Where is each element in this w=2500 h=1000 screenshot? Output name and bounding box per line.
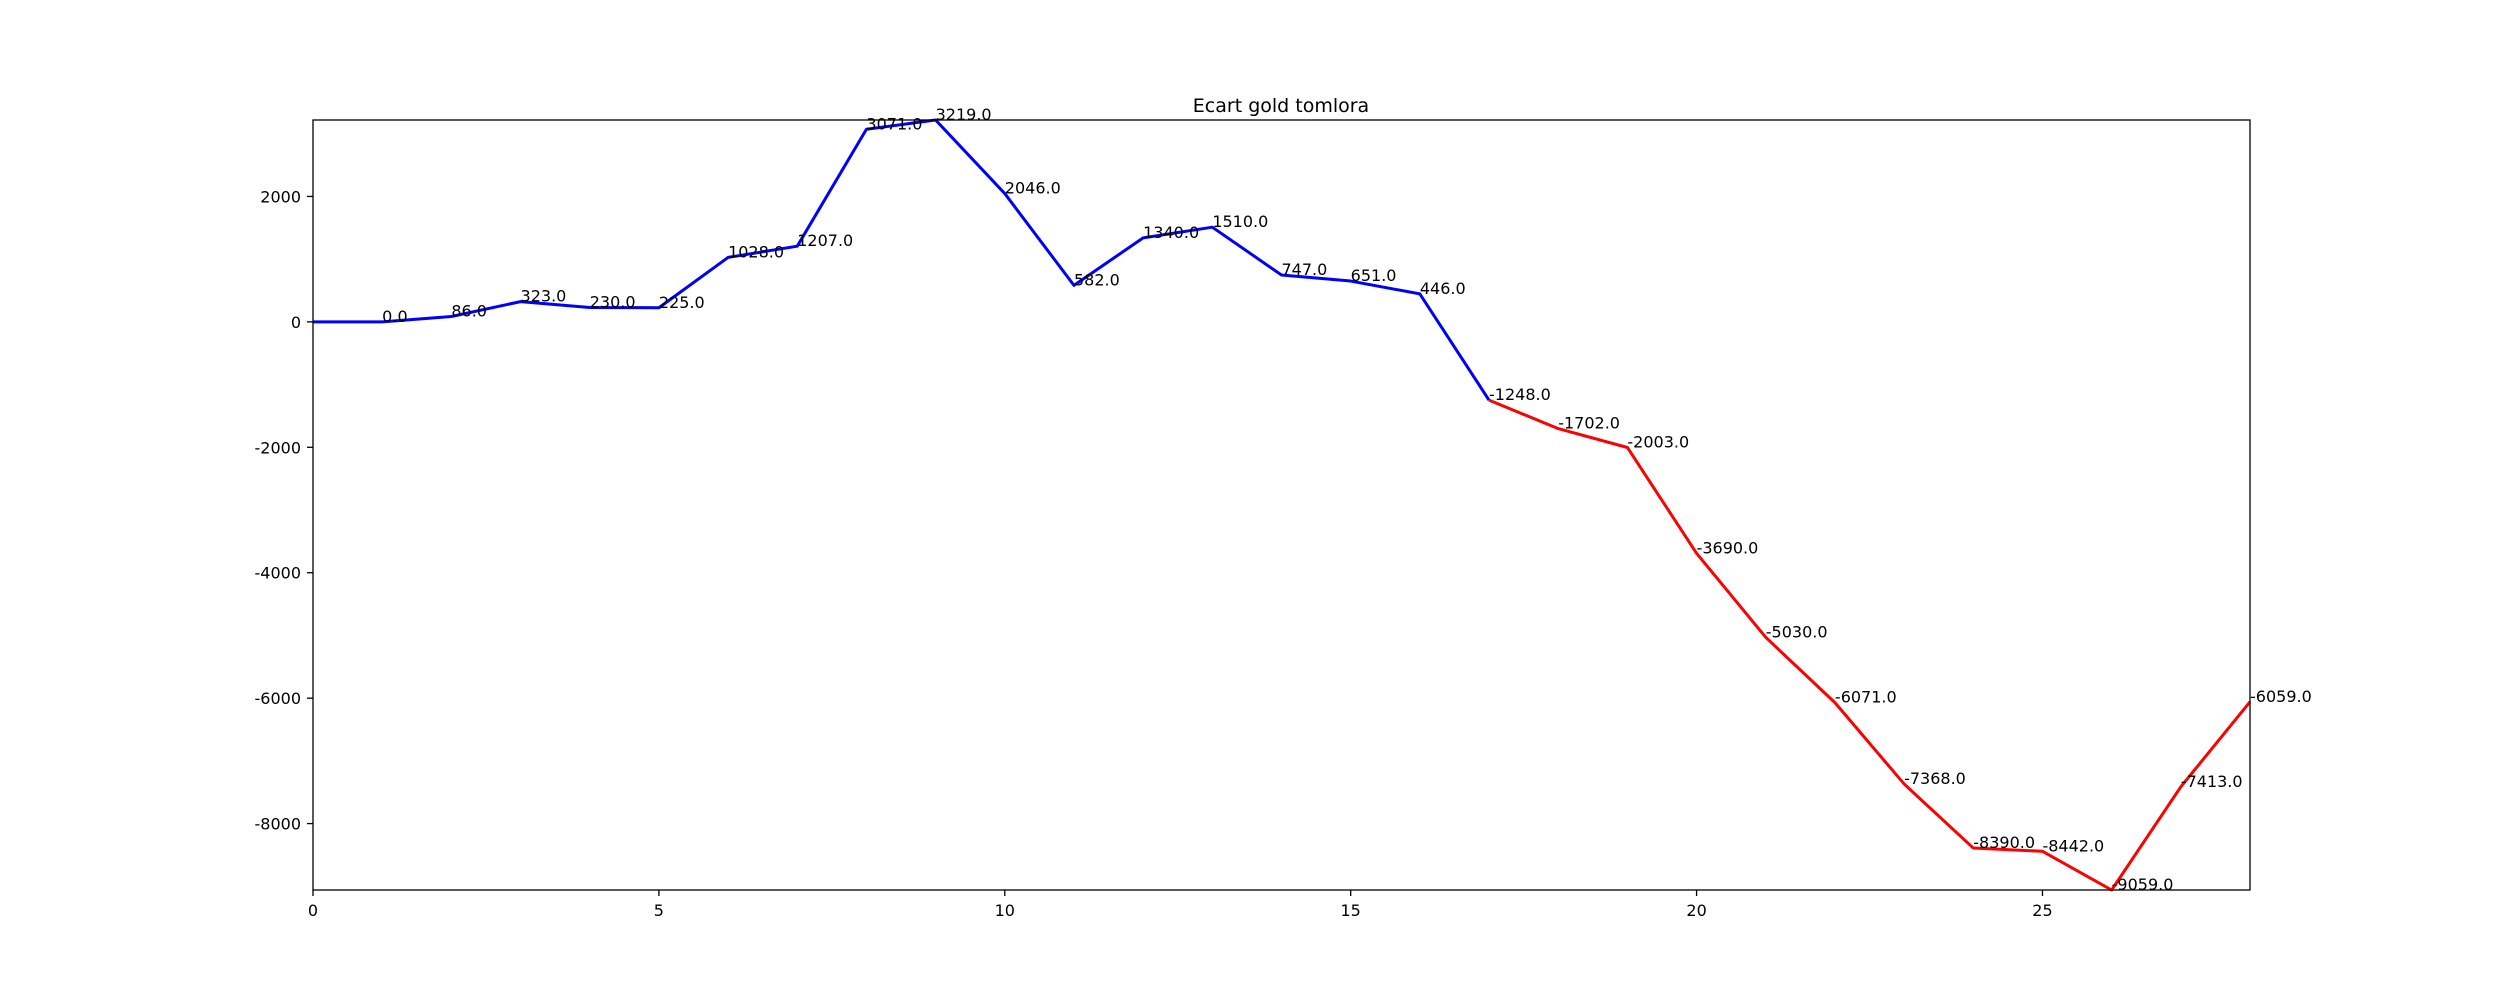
value-label: 3071.0 bbox=[866, 114, 922, 133]
value-label: -9059.0 bbox=[2112, 875, 2174, 894]
value-label: -7368.0 bbox=[1904, 769, 1966, 788]
y-tick-label: 2000 bbox=[260, 187, 301, 206]
value-label: -3690.0 bbox=[1697, 538, 1759, 557]
value-label: 225.0 bbox=[659, 293, 705, 312]
x-tick-label: 15 bbox=[1340, 901, 1360, 920]
y-tick-label: -8000 bbox=[255, 815, 302, 834]
value-label: -7413.0 bbox=[2181, 772, 2243, 791]
value-label: -8442.0 bbox=[2042, 836, 2104, 855]
value-label: 3219.0 bbox=[936, 105, 992, 124]
value-label: 0.0 bbox=[382, 307, 407, 326]
y-tick-label: -4000 bbox=[255, 564, 302, 583]
value-label: -8390.0 bbox=[1973, 833, 2035, 852]
value-label: 446.0 bbox=[1420, 279, 1466, 298]
x-tick-label: 10 bbox=[995, 901, 1015, 920]
data-line bbox=[313, 118, 1491, 401]
value-label: 1207.0 bbox=[797, 231, 853, 250]
value-label: -2003.0 bbox=[1627, 432, 1689, 451]
x-tick-label: 25 bbox=[2032, 901, 2052, 920]
value-label: -6059.0 bbox=[2250, 687, 2312, 706]
chart-title: Ecart gold tomlora bbox=[1193, 95, 1369, 117]
value-label: 230.0 bbox=[590, 292, 636, 311]
value-label: 86.0 bbox=[451, 301, 487, 320]
value-label: 747.0 bbox=[1282, 260, 1328, 279]
value-label: -5030.0 bbox=[1766, 622, 1828, 641]
value-label: 1028.0 bbox=[728, 242, 784, 261]
value-label: -1248.0 bbox=[1489, 385, 1551, 404]
value-label: 1340.0 bbox=[1143, 223, 1199, 242]
data-line bbox=[1488, 398, 2252, 892]
value-label: 582.0 bbox=[1074, 270, 1120, 289]
x-tick-label: 5 bbox=[654, 901, 664, 920]
x-tick-label: 0 bbox=[308, 901, 318, 920]
value-label: -1702.0 bbox=[1558, 414, 1620, 433]
value-label: 2046.0 bbox=[1005, 179, 1061, 198]
value-label: 1510.0 bbox=[1212, 212, 1268, 231]
y-tick-label: 0 bbox=[291, 313, 301, 332]
value-label: 651.0 bbox=[1351, 266, 1397, 285]
y-tick-label: -6000 bbox=[255, 689, 302, 708]
value-label: 323.0 bbox=[521, 287, 567, 306]
y-tick-label: -2000 bbox=[255, 438, 302, 457]
plot-frame bbox=[312, 119, 2251, 891]
x-tick-label: 20 bbox=[1686, 901, 1706, 920]
value-label: -6071.0 bbox=[1835, 688, 1897, 707]
